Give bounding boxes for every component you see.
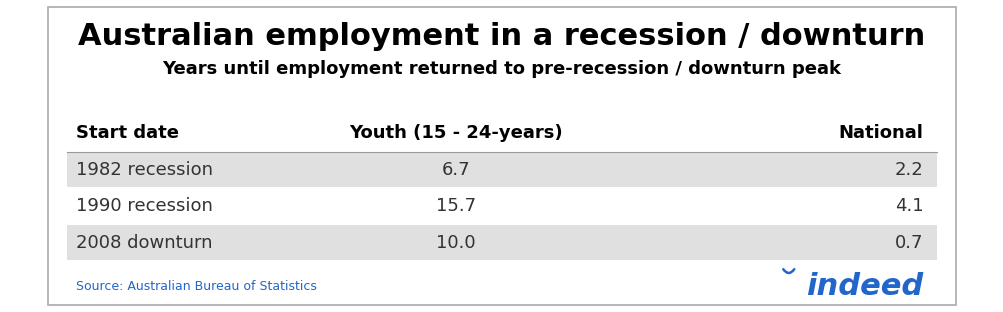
Text: 0.7: 0.7 [894,234,923,251]
Text: 2008 downturn: 2008 downturn [76,234,212,251]
Text: 15.7: 15.7 [435,197,475,215]
Text: 6.7: 6.7 [441,161,469,179]
Text: 10.0: 10.0 [435,234,475,251]
Text: Start date: Start date [76,124,179,142]
Bar [66,189,937,224]
Text: 1982 recession: 1982 recession [76,161,213,179]
Text: indeed: indeed [805,272,923,301]
Bar [66,152,937,187]
Text: Source: Australian Bureau of Statistics: Source: Australian Bureau of Statistics [76,280,316,293]
Text: Years until employment returned to pre-recession / downturn peak: Years until employment returned to pre-r… [162,61,841,78]
Text: National: National [838,124,923,142]
Text: 1990 recession: 1990 recession [76,197,213,215]
Text: 2.2: 2.2 [894,161,923,179]
Text: Australian employment in a recession / downturn: Australian employment in a recession / d… [78,22,925,51]
Text: Youth (15 - 24-years): Youth (15 - 24-years) [348,124,562,142]
Bar [66,225,937,260]
Text: 4.1: 4.1 [894,197,923,215]
